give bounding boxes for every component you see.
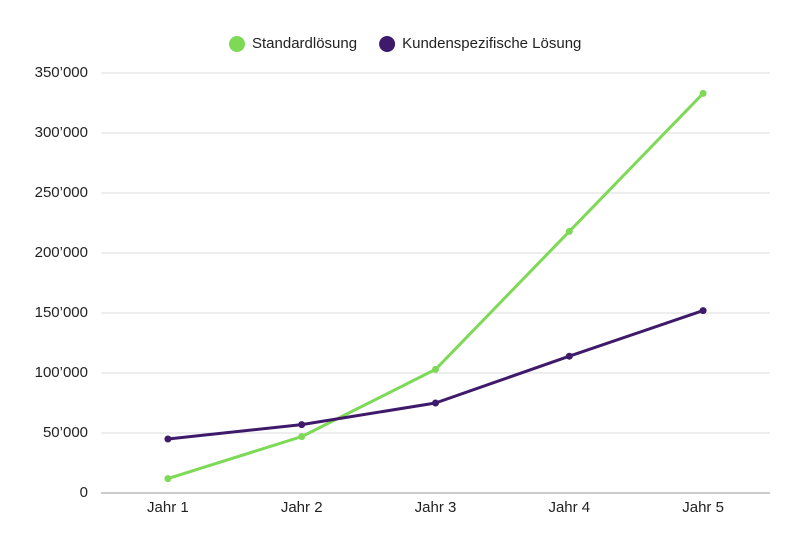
series-line	[167, 92, 705, 481]
x-tick-label: Jahr 4	[548, 499, 590, 516]
data-point	[432, 399, 439, 407]
data-point	[565, 352, 573, 360]
legend-marker	[379, 36, 396, 52]
data-point	[298, 421, 306, 429]
x-tick-label: Jahr 3	[415, 499, 457, 516]
data-point	[164, 475, 172, 483]
x-tick-label: Jahr 1	[147, 499, 189, 516]
data-point	[699, 89, 707, 97]
y-tick-label: 0	[80, 484, 88, 501]
y-tick-label: 300’000	[35, 124, 88, 141]
data-point	[699, 307, 707, 315]
series-line	[167, 309, 704, 441]
data-point	[164, 435, 172, 443]
y-tick-label: 200’000	[35, 244, 88, 261]
legend-marker	[229, 36, 245, 52]
x-tick-label: Jahr 5	[682, 499, 724, 516]
x-tick-label: Jahr 2	[281, 499, 323, 516]
data-point	[565, 227, 573, 235]
y-tick-label: 100’000	[35, 364, 88, 381]
y-tick-label: 50’000	[43, 424, 88, 441]
data-point	[298, 433, 306, 441]
y-tick-label: 350’000	[35, 64, 88, 81]
data-point	[432, 365, 439, 373]
legend-label: Standardlösung	[252, 35, 357, 52]
legend-label: Kundenspezifische Lösung	[402, 35, 581, 52]
y-tick-label: 250’000	[35, 184, 88, 201]
y-tick-label: 150’000	[35, 304, 88, 321]
